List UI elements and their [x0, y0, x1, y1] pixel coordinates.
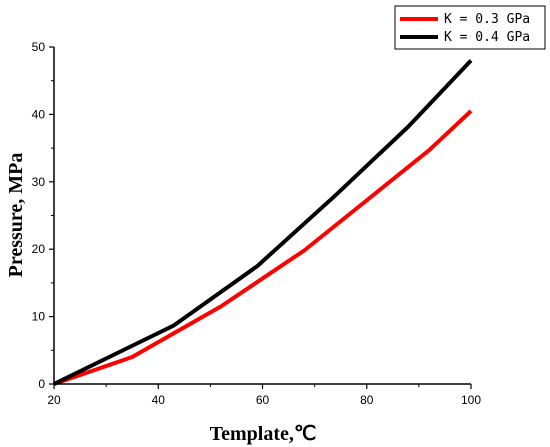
- plot-area: [53, 59, 473, 386]
- y-tick-label: 40: [32, 107, 46, 121]
- y-tick-label: 10: [32, 310, 46, 324]
- x-axis-title: Template,℃: [210, 423, 317, 445]
- y-tick-label: 50: [32, 40, 46, 54]
- y-tick-label: 0: [38, 377, 45, 391]
- x-tick-label: 80: [360, 393, 374, 407]
- series-line-0: [53, 109, 473, 386]
- legend: K = 0.3 GPa K = 0.4 GPa: [394, 5, 546, 50]
- y-tick-label: 20: [32, 242, 46, 256]
- ticks: 20 40 60 80 100 0 10 20 30 40 50: [32, 40, 482, 407]
- x-tick-label: 60: [256, 393, 270, 407]
- y-axis-title: Pressure, MPa: [5, 153, 27, 278]
- x-tick-label: 20: [47, 393, 61, 407]
- series-line-1: [53, 59, 473, 386]
- legend-label-0: K = 0.3 GPa: [444, 12, 530, 27]
- legend-box: [394, 5, 546, 50]
- x-tick-label: 40: [152, 393, 166, 407]
- legend-label-1: K = 0.4 GPa: [444, 30, 530, 45]
- axes: [53, 47, 471, 385]
- x-tick-label: 100: [461, 393, 481, 407]
- y-tick-label: 30: [32, 175, 46, 189]
